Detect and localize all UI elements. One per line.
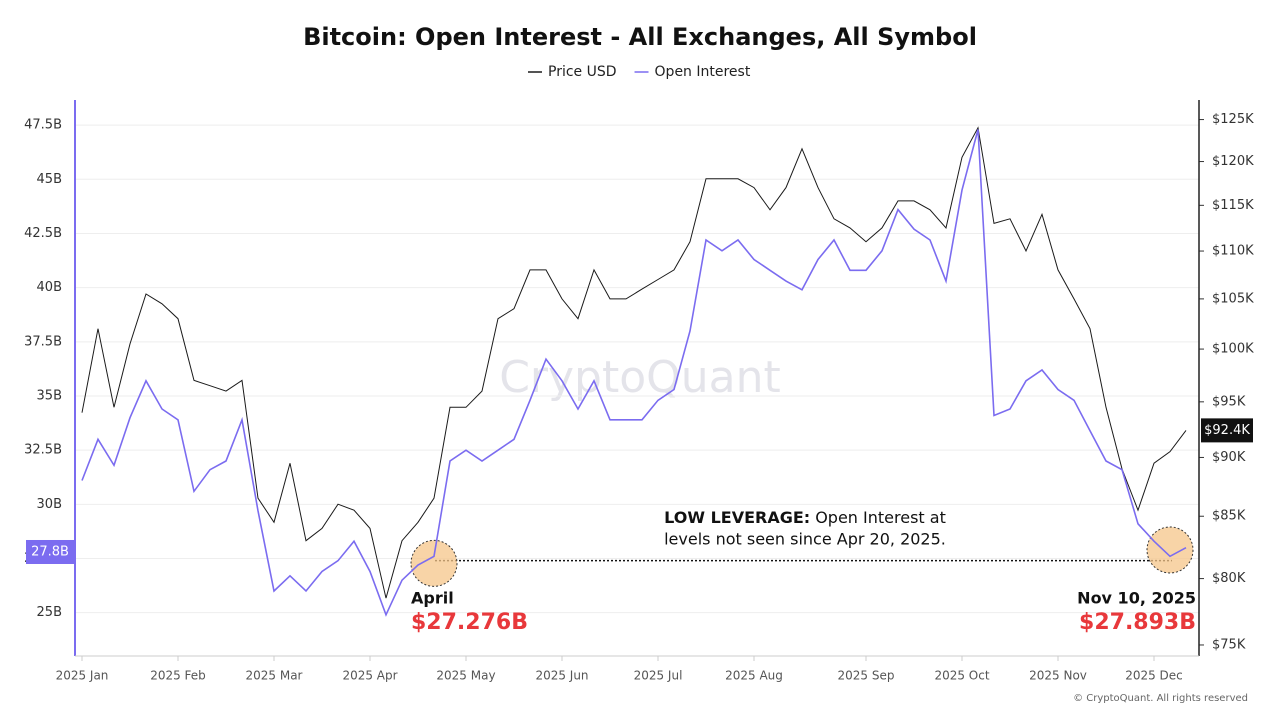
y-tick-label: 37.5B: [24, 334, 62, 349]
y2-tick-label: $90K: [1212, 450, 1246, 465]
y-tick-label: 32.5B: [24, 443, 62, 458]
y2-tick-label: $95K: [1212, 394, 1246, 409]
y2-tick-label: $110K: [1212, 244, 1254, 259]
annotation-bold: LOW LEVERAGE:: [664, 508, 810, 527]
y2-tick-label: $100K: [1212, 342, 1254, 357]
legend-label: Open Interest: [655, 64, 751, 80]
x-tick-label: 2025 Aug: [725, 669, 783, 683]
price-marker-box: [1201, 418, 1253, 443]
y-tick-label: 25B: [37, 605, 62, 620]
watermark: CryptoQuant: [499, 352, 781, 403]
x-tick-label: 2025 Oct: [934, 669, 989, 683]
x-tick-label: 2025 Jan: [56, 669, 109, 683]
annotation-text: Open Interest at: [815, 508, 946, 527]
price-marker-label: $92.4K: [1204, 423, 1250, 438]
x-tick-label: 2025 Jul: [634, 669, 683, 683]
callout-value: $27.276B: [411, 610, 528, 635]
annotation: levels not seen since Apr 20, 2025.: [664, 530, 946, 549]
callout-date: Nov 10, 2025: [1077, 589, 1196, 608]
chart-title: Bitcoin: Open Interest - All Exchanges, …: [303, 23, 977, 51]
legend-label: Price USD: [548, 64, 617, 80]
y-tick-label: 45B: [37, 172, 62, 187]
y-tick-label: 30B: [37, 497, 62, 512]
annotation: LOW LEVERAGE: Open Interest at: [664, 508, 946, 527]
series-line: [81, 126, 1187, 599]
callout-circle: [410, 539, 458, 587]
callout-circle: [1146, 526, 1194, 574]
callout-date: April: [411, 589, 454, 608]
y-tick-label: 47.5B: [24, 118, 62, 133]
x-tick-label: 2025 Jun: [535, 669, 588, 683]
x-tick-label: 2025 Mar: [246, 669, 303, 683]
y2-tick-label: $125K: [1212, 112, 1254, 127]
x-tick-label: 2025 Sep: [838, 669, 895, 683]
series-line: [81, 129, 1187, 617]
y2-tick-label: $80K: [1212, 571, 1246, 586]
y2-tick-label: $75K: [1212, 637, 1246, 652]
y-tick-label: 40B: [37, 280, 62, 295]
x-tick-label: 2025 Nov: [1029, 669, 1087, 683]
x-tick-label: 2025 Apr: [342, 669, 397, 683]
x-tick-label: 2025 May: [436, 669, 495, 683]
y2-tick-label: $85K: [1212, 509, 1246, 524]
y2-tick-label: $105K: [1212, 291, 1254, 306]
callout-value: $27.893B: [1079, 610, 1196, 635]
copyright: © CryptoQuant. All rights reserved: [1073, 693, 1248, 704]
y2-tick-label: $115K: [1212, 198, 1254, 213]
oi-marker-label: 27.8B: [31, 544, 69, 559]
y-tick-label: 42.5B: [24, 226, 62, 241]
oi-marker-box: [26, 539, 74, 564]
x-tick-label: 2025 Feb: [150, 669, 206, 683]
y-tick-label: 35B: [37, 388, 62, 403]
y2-tick-label: $120K: [1212, 154, 1254, 169]
x-tick-label: 2025 Dec: [1125, 669, 1183, 683]
